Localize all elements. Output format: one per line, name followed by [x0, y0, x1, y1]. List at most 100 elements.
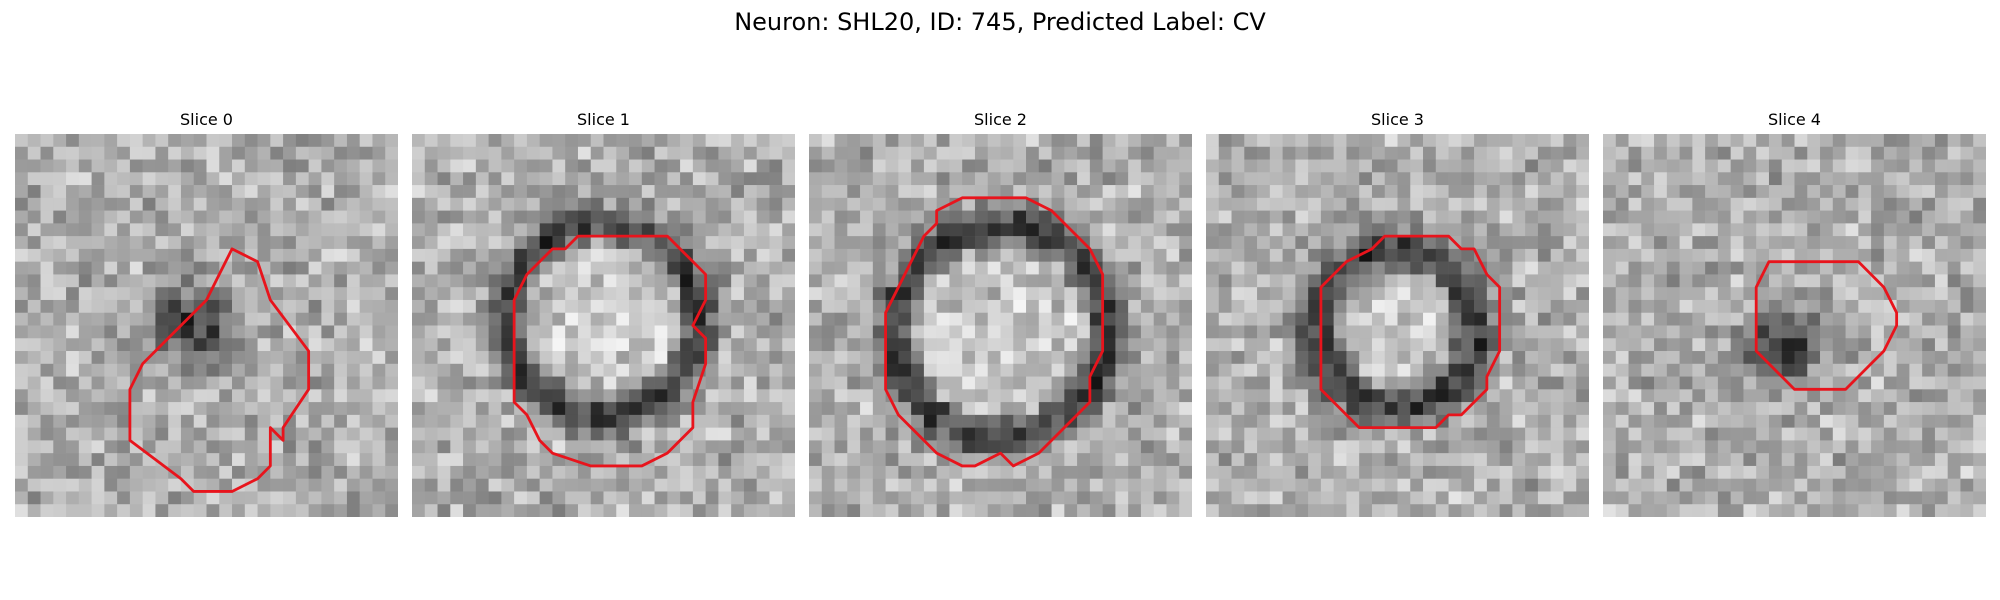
- image-pixel: [552, 134, 566, 148]
- image-pixel: [1166, 261, 1180, 275]
- image-pixel: [1705, 223, 1719, 237]
- image-pixel: [257, 312, 271, 326]
- segmentation-outline: [1319, 234, 1502, 430]
- slice-panel-4: Slice 4: [1603, 0, 1986, 600]
- image-pixel: [680, 363, 694, 377]
- image-pixel: [1244, 414, 1258, 428]
- slice-title: Slice 4: [1768, 110, 1821, 129]
- image-pixel: [743, 491, 757, 505]
- image-pixel: [1231, 197, 1245, 211]
- image-pixel: [1576, 427, 1589, 441]
- image-pixel: [53, 504, 67, 517]
- image-pixel: [321, 376, 335, 390]
- image-pixel: [1563, 236, 1577, 250]
- image-pixel: [91, 210, 105, 224]
- image-pixel: [1371, 402, 1385, 416]
- image-pixel: [1858, 172, 1872, 186]
- image-pixel: [1768, 185, 1782, 199]
- image-pixel: [692, 172, 706, 186]
- image-pixel: [1257, 134, 1271, 148]
- image-pixel: [1166, 491, 1180, 505]
- image-pixel: [1896, 389, 1910, 403]
- image-pixel: [1807, 376, 1821, 390]
- image-pixel: [987, 287, 1001, 301]
- image-pixel: [463, 197, 477, 211]
- image-pixel: [193, 453, 207, 467]
- slice-title: Slice 0: [180, 110, 233, 129]
- image-pixel: [475, 172, 489, 186]
- image-pixel: [1166, 351, 1180, 365]
- image-pixel: [1244, 402, 1258, 416]
- image-pixel: [1077, 325, 1091, 339]
- image-pixel: [501, 236, 515, 250]
- image-pixel: [1743, 338, 1757, 352]
- image-pixel: [1140, 427, 1154, 441]
- image-pixel: [1140, 453, 1154, 467]
- image-pixel: [872, 172, 886, 186]
- image-pixel: [372, 338, 386, 352]
- image-pixel: [1820, 299, 1834, 313]
- image-pixel: [1603, 185, 1617, 199]
- image-pixel: [936, 299, 950, 313]
- image-pixel: [1550, 159, 1564, 173]
- image-pixel: [308, 478, 322, 492]
- image-pixel: [1320, 210, 1334, 224]
- image-pixel: [1717, 134, 1731, 148]
- image-pixel: [475, 338, 489, 352]
- image-pixel: [117, 299, 131, 313]
- image-pixel: [180, 236, 194, 250]
- image-pixel: [91, 504, 105, 517]
- image-pixel: [244, 338, 258, 352]
- image-pixel: [244, 491, 258, 505]
- image-pixel: [1410, 223, 1424, 237]
- image-pixel: [15, 427, 29, 441]
- image-pixel: [1051, 491, 1065, 505]
- image-pixel: [769, 414, 783, 428]
- image-pixel: [1153, 465, 1167, 479]
- image-pixel: [1231, 223, 1245, 237]
- image-pixel: [1730, 185, 1744, 199]
- image-pixel: [270, 389, 284, 403]
- image-pixel: [1832, 185, 1846, 199]
- image-pixel: [1077, 159, 1091, 173]
- image-pixel: [1922, 172, 1936, 186]
- image-pixel: [539, 414, 553, 428]
- image-pixel: [641, 299, 655, 313]
- image-pixel: [1320, 172, 1334, 186]
- image-pixel: [321, 287, 335, 301]
- image-pixel: [180, 172, 194, 186]
- image-pixel: [1820, 389, 1834, 403]
- image-pixel: [641, 172, 655, 186]
- image-pixel: [1679, 376, 1693, 390]
- image-pixel: [641, 197, 655, 211]
- image-pixel: [1576, 185, 1589, 199]
- image-pixel: [1960, 504, 1974, 517]
- image-pixel: [1756, 312, 1770, 326]
- image-pixel: [603, 261, 617, 275]
- image-pixel: [565, 299, 579, 313]
- image-pixel: [501, 427, 515, 441]
- image-pixel: [872, 146, 886, 160]
- image-pixel: [1537, 134, 1551, 148]
- image-pixel: [1883, 453, 1897, 467]
- image-pixel: [1871, 223, 1885, 237]
- image-pixel: [1359, 338, 1373, 352]
- image-pixel: [1537, 427, 1551, 441]
- image-pixel: [1730, 465, 1744, 479]
- image-pixel: [718, 274, 732, 288]
- image-pixel: [1371, 453, 1385, 467]
- image-pixel: [475, 261, 489, 275]
- image-pixel: [424, 414, 438, 428]
- image-pixel: [1244, 376, 1258, 390]
- image-pixel: [437, 338, 451, 352]
- image-pixel: [731, 261, 745, 275]
- image-pixel: [1641, 491, 1655, 505]
- image-pixel: [936, 236, 950, 250]
- image-pixel: [1922, 134, 1936, 148]
- image-pixel: [1794, 376, 1808, 390]
- image-pixel: [1153, 134, 1167, 148]
- image-pixel: [860, 159, 874, 173]
- image-pixel: [1384, 325, 1398, 339]
- image-pixel: [1308, 185, 1322, 199]
- image-pixel: [1257, 197, 1271, 211]
